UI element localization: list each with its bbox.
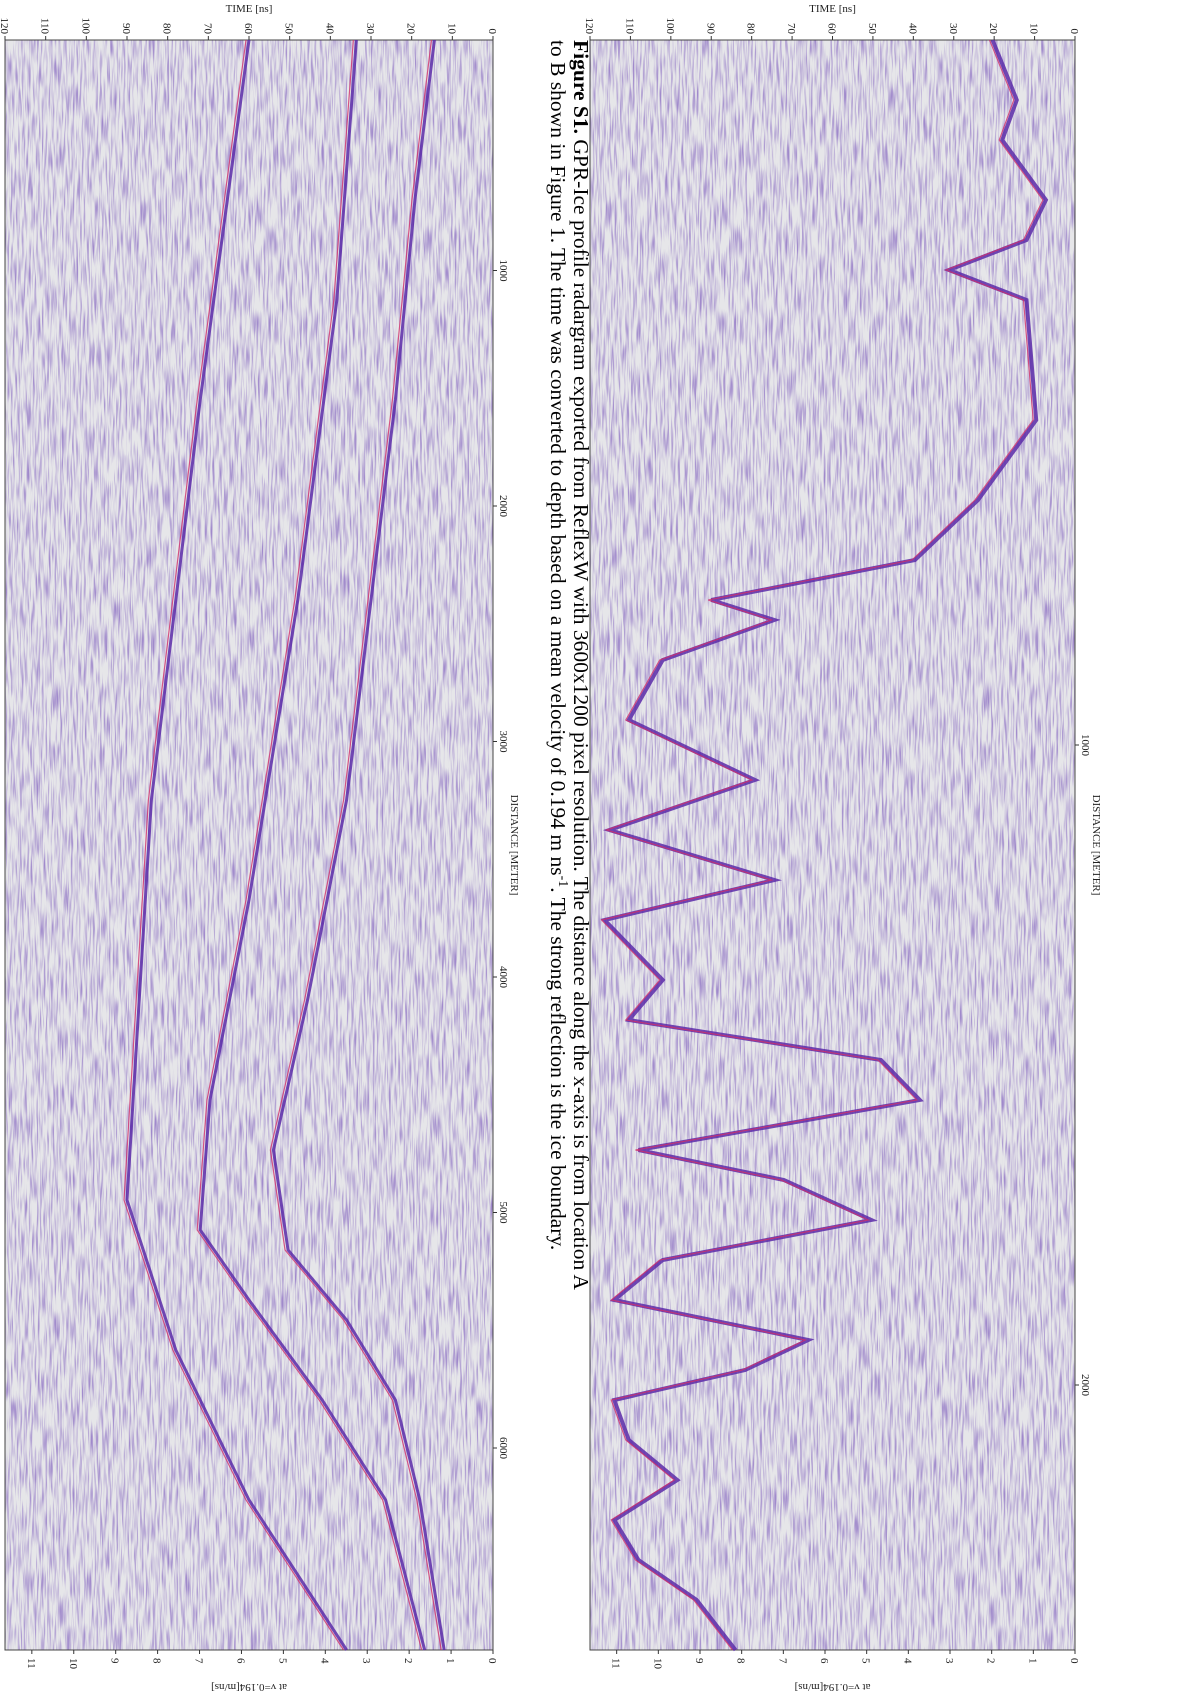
distance-tick-label: 4000 — [497, 966, 509, 989]
time-tick-label: 30 — [364, 23, 376, 35]
time-tick-label: 80 — [745, 23, 757, 35]
time-tick-label: 10 — [445, 23, 457, 35]
depth-tick-label: 4 — [318, 1658, 330, 1664]
depth-axis-label: at v=0.194[m/ns] — [211, 1681, 287, 1693]
depth-tick-label: 7 — [776, 1658, 788, 1664]
depth-axis-label: at v=0.194[m/ns] — [795, 1681, 871, 1693]
radargram-texture — [5, 40, 493, 1650]
time-tick-label: 100 — [79, 18, 91, 35]
distance-axis-label: DISTANCE [METER] — [508, 795, 520, 896]
caption-text: to B shown in Figure 1. The time was con… — [546, 40, 570, 876]
distance-tick-label: 2000 — [497, 495, 509, 518]
depth-tick-label: 8 — [735, 1658, 747, 1664]
depth-tick-label: 5 — [276, 1658, 288, 1664]
time-tick-label: 40 — [323, 23, 335, 35]
distance-axis-label: DISTANCE [METER] — [1090, 795, 1102, 896]
time-tick-label: 50 — [283, 23, 295, 35]
depth-tick-label: 4 — [901, 1658, 913, 1664]
depth-tick-label: 11 — [25, 1658, 37, 1669]
caption-text: GPR-Ice profile radargram exported from … — [569, 139, 593, 1290]
time-tick-label: 50 — [866, 23, 878, 35]
time-tick-label: 80 — [161, 23, 173, 35]
time-tick-label: 60 — [242, 23, 254, 35]
time-tick-label: 90 — [120, 23, 132, 35]
depth-tick-label: 1 — [1026, 1658, 1038, 1664]
time-tick-label: 20 — [987, 23, 999, 35]
time-tick-label: 90 — [704, 23, 716, 35]
distance-tick-label: 6000 — [497, 1437, 509, 1460]
depth-tick-label: 6 — [818, 1658, 830, 1664]
depth-tick-label: 0 — [1068, 1658, 1080, 1664]
distance-tick-label: 3000 — [497, 731, 509, 754]
depth-tick-label: 5 — [860, 1658, 872, 1664]
depth-tick-label: 8 — [151, 1658, 163, 1664]
caption-label: Figure S1. — [569, 40, 593, 134]
time-tick-label: 110 — [39, 18, 51, 35]
depth-tick-label: 9 — [109, 1658, 121, 1664]
time-tick-label: 70 — [785, 23, 797, 35]
time-tick-label: 60 — [826, 23, 838, 35]
time-tick-label: 10 — [1028, 23, 1040, 35]
depth-tick-label: 2 — [985, 1658, 997, 1664]
depth-tick-label: 9 — [693, 1658, 705, 1664]
time-tick-label: 120 — [0, 18, 10, 35]
time-tick-label: 40 — [906, 23, 918, 35]
depth-tick-label: 1 — [444, 1658, 456, 1664]
depth-tick-label: 3 — [360, 1658, 372, 1664]
depth-tick-label: 0 — [486, 1658, 498, 1664]
time-tick-label: 20 — [405, 23, 417, 35]
caption-line-1: Figure S1. GPR-Ice profile radargram exp… — [569, 40, 593, 1290]
time-tick-label: 110 — [623, 18, 635, 35]
depth-tick-label: 6 — [234, 1658, 246, 1664]
time-tick-label: 0 — [1068, 29, 1080, 35]
page: {"panels": [ {"distance_label": "DISTANC… — [0, 0, 1194, 1695]
time-tick-label: 0 — [486, 29, 498, 35]
time-axis-label: TIME [ns] — [809, 3, 856, 15]
depth-tick-label: 10 — [651, 1658, 663, 1670]
time-tick-label: 100 — [664, 18, 676, 35]
figure: Figure S1. GPR-Ice profile radargram exp… — [0, 0, 1194, 1695]
caption-text: . The strong reflection is the ice bound… — [546, 887, 570, 1250]
time-tick-label: 70 — [201, 23, 213, 35]
distance-tick-label: 5000 — [497, 1202, 509, 1225]
depth-tick-label: 11 — [610, 1658, 622, 1669]
time-tick-label: 120 — [583, 18, 595, 35]
caption-superscript: -1 — [555, 876, 570, 888]
time-tick-label: 30 — [947, 23, 959, 35]
rotated-page: Figure S1. GPR-Ice profile radargram exp… — [0, 0, 1194, 1695]
caption-line-2: to B shown in Figure 1. The time was con… — [546, 40, 570, 1250]
distance-tick-label: 2000 — [1079, 1374, 1091, 1397]
radargram-panel — [590, 40, 1075, 1650]
radargram-panel — [5, 40, 493, 1650]
distance-tick-label: 1000 — [1079, 734, 1091, 757]
depth-tick-label: 2 — [402, 1658, 414, 1664]
distance-tick-label: 1000 — [497, 260, 509, 283]
depth-tick-label: 7 — [193, 1658, 205, 1664]
depth-tick-label: 10 — [67, 1658, 79, 1670]
depth-tick-label: 3 — [943, 1658, 955, 1664]
time-axis-label: TIME [ns] — [226, 3, 273, 15]
